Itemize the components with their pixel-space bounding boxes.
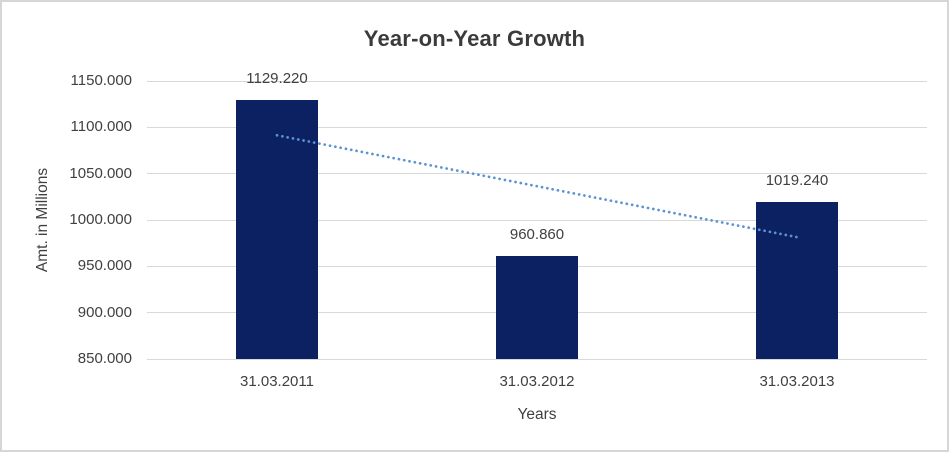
- bar-value-label: 1129.220: [246, 70, 308, 88]
- gridline: [147, 80, 927, 82]
- bar-value-label: 960.860: [509, 226, 565, 244]
- plot-area: 1129.220 960.860 1019.240: [147, 70, 927, 360]
- gridline: [147, 358, 927, 360]
- bar: [236, 100, 318, 359]
- gridline: [147, 126, 927, 128]
- y-tick-label: 1050.000: [69, 164, 132, 182]
- x-tick-label: 31.03.2013: [759, 373, 835, 390]
- x-axis-title: Years: [517, 406, 557, 423]
- y-tick-label: 1150.000: [70, 72, 132, 89]
- bar: [496, 256, 578, 359]
- x-tick-label: 31.03.2012: [499, 373, 575, 390]
- y-tick-label: 1000.000: [69, 211, 132, 228]
- y-tick-label: 1100.000: [70, 118, 132, 136]
- y-tick-label: 900.000: [77, 303, 132, 321]
- bar: [756, 202, 838, 359]
- y-tick-label: 950.000: [77, 257, 132, 275]
- y-tick-label: 850.000: [77, 350, 132, 367]
- chart-title: Year-on-Year Growth: [363, 26, 586, 51]
- x-tick-label: 31.03.2011: [240, 373, 314, 390]
- bar-value-label: 1019.240: [765, 172, 829, 190]
